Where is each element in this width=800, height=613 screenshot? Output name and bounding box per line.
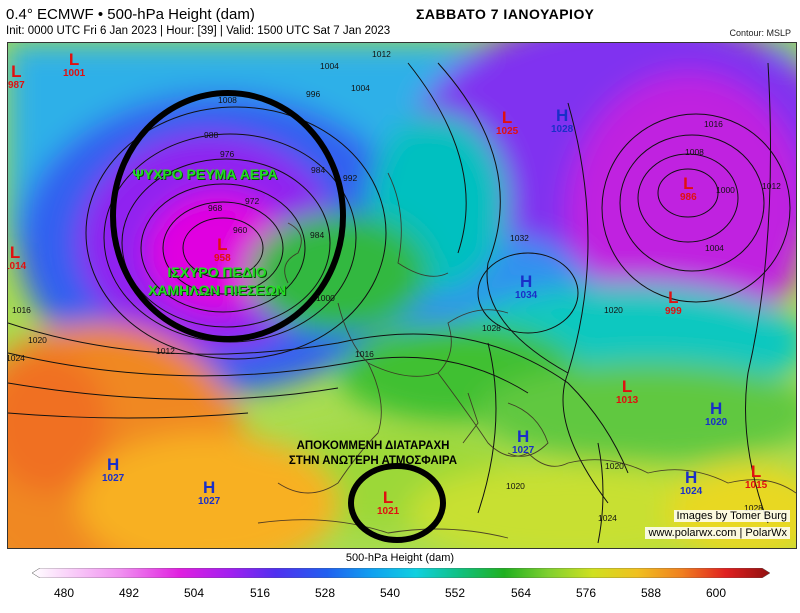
init-info: Init: 0000 UTC Fri 6 Jan 2023 | Hour: [3… — [6, 25, 391, 37]
colorbar-scale — [32, 568, 770, 578]
pressure-center-high: H 1024 — [680, 468, 703, 497]
pressure-center-low: L 1021 — [377, 488, 400, 517]
cutoff-annotation-line2: ΣΤΗΝ ΑΝΩΤΕΡΗ ΑΤΜΟΣΦΑΙΡΑ — [288, 455, 458, 467]
isobar-label: 1020 — [604, 305, 623, 315]
pressure-center-low: L 1013 — [616, 377, 639, 406]
cutoff-annotation-line1: ΑΠΟΚΟΜΜΕΝΗ ΔΙΑΤΑΡΑΧΗ — [296, 440, 450, 452]
pressure-center-low: L 958 — [214, 235, 231, 264]
colorbar-tick: 576 — [575, 586, 597, 600]
map-title: 0.4° ECMWF • 500-hPa Height (dam) — [6, 6, 255, 23]
pressure-center-low: L 1025 — [496, 108, 519, 137]
isobar-label: 1000 — [716, 185, 735, 195]
isobar-label: 1020 — [28, 335, 47, 345]
isobar-label: 1012 — [156, 346, 175, 356]
isobar-label: 992 — [343, 173, 358, 183]
isobar-label: 1000 — [316, 293, 335, 303]
isobar-label: 1032 — [510, 233, 529, 243]
isobar-label: 1028 — [744, 503, 763, 513]
isobar-label: 988 — [204, 130, 219, 140]
colorbar-tick: 540 — [379, 586, 401, 600]
cutoff-low-circle — [348, 463, 446, 543]
low-pressure-circle — [110, 90, 346, 342]
colorbar-tick: 528 — [314, 586, 336, 600]
isobar-label: 1012 — [372, 49, 391, 59]
pressure-center-high: H 1034 — [515, 272, 538, 301]
low-pressure-annotation-line1: ΙΣΧΥΡΟ ΠΕΔΙΟ — [167, 264, 267, 280]
pressure-center-low: L 999 — [665, 288, 682, 317]
height-field — [8, 43, 796, 548]
isobar-label: 960 — [233, 225, 248, 235]
isobar-label: 1016 — [355, 349, 374, 359]
isobar-label: 996 — [306, 89, 321, 99]
isobar-label: 1012 — [762, 181, 781, 191]
contour-label: Contour: MSLP — [729, 28, 791, 38]
isobar-label: 1020 — [506, 481, 525, 491]
pressure-center-high: H 1027 — [102, 455, 125, 484]
isobar-label: 976 — [220, 149, 235, 159]
low-pressure-annotation-line2: ΧΑΜΗΛΩΝ ΠΙΕΣΕΩΝ — [147, 282, 287, 298]
pressure-center-high: H 1027 — [512, 427, 535, 456]
colorbar-tick: 516 — [249, 586, 271, 600]
isobar-label: 1016 — [12, 305, 31, 315]
isobar-label: 1024 — [598, 513, 617, 523]
pressure-center-high: H 1028 — [551, 106, 574, 135]
colorbar-tick: 564 — [510, 586, 532, 600]
pressure-center-low: L 987 — [8, 62, 25, 91]
isobar-label: 984 — [310, 230, 325, 240]
isobar-label: 984 — [311, 165, 326, 175]
isobar-label: 1020 — [605, 461, 624, 471]
colorbar-tick: 552 — [444, 586, 466, 600]
isobar-labels: 1004 1012 996 1004 1008 988 976 992 984 … — [8, 43, 796, 548]
cold-air-annotation: ΨΥΧΡΟ ΡΕΥΜΑ ΑΕΡΑ — [132, 166, 278, 182]
isobar-label: 1004 — [705, 243, 724, 253]
colorbar-title: 500-hPa Height (dam) — [345, 552, 455, 564]
isobar-label: 972 — [245, 196, 260, 206]
colorbar-tick: 480 — [53, 586, 75, 600]
isobar-label: 1008 — [685, 147, 704, 157]
isobar-label: 968 — [208, 203, 223, 213]
credit-website: www.polarwx.com | PolarWx — [645, 527, 790, 539]
isobar-label: 1008 — [218, 95, 237, 105]
isobar-label: 1004 — [351, 83, 370, 93]
pressure-center-high: H 1027 — [198, 478, 221, 507]
pressure-center-high: H 1020 — [705, 399, 728, 428]
colorbar-tick: 588 — [640, 586, 662, 600]
isobar-label: 1004 — [320, 61, 339, 71]
pressure-center-low: L 1001 — [63, 50, 86, 79]
credit-author: Images by Tomer Burg — [673, 510, 790, 522]
colorbar-tick: 504 — [183, 586, 205, 600]
pressure-center-low: L1014 — [8, 243, 27, 272]
colorbar-tick: 492 — [118, 586, 140, 600]
isobar-label: 1016 — [704, 119, 723, 129]
pressure-center-low: L 986 — [680, 174, 697, 203]
header: 0.4° ECMWF • 500-hPa Height (dam) Init: … — [0, 0, 800, 42]
date-label: ΣΑΒΒΑΤΟ 7 ΙΑΝΟΥΑΡΙΟΥ — [416, 6, 595, 22]
isobar-label: 1028 — [482, 323, 501, 333]
colorbar-tick: 600 — [705, 586, 727, 600]
colorbar: 500-hPa Height (dam) — [0, 550, 800, 613]
pressure-center-low: L 1015 — [745, 462, 768, 491]
isobar-label: 1024 — [7, 353, 25, 363]
